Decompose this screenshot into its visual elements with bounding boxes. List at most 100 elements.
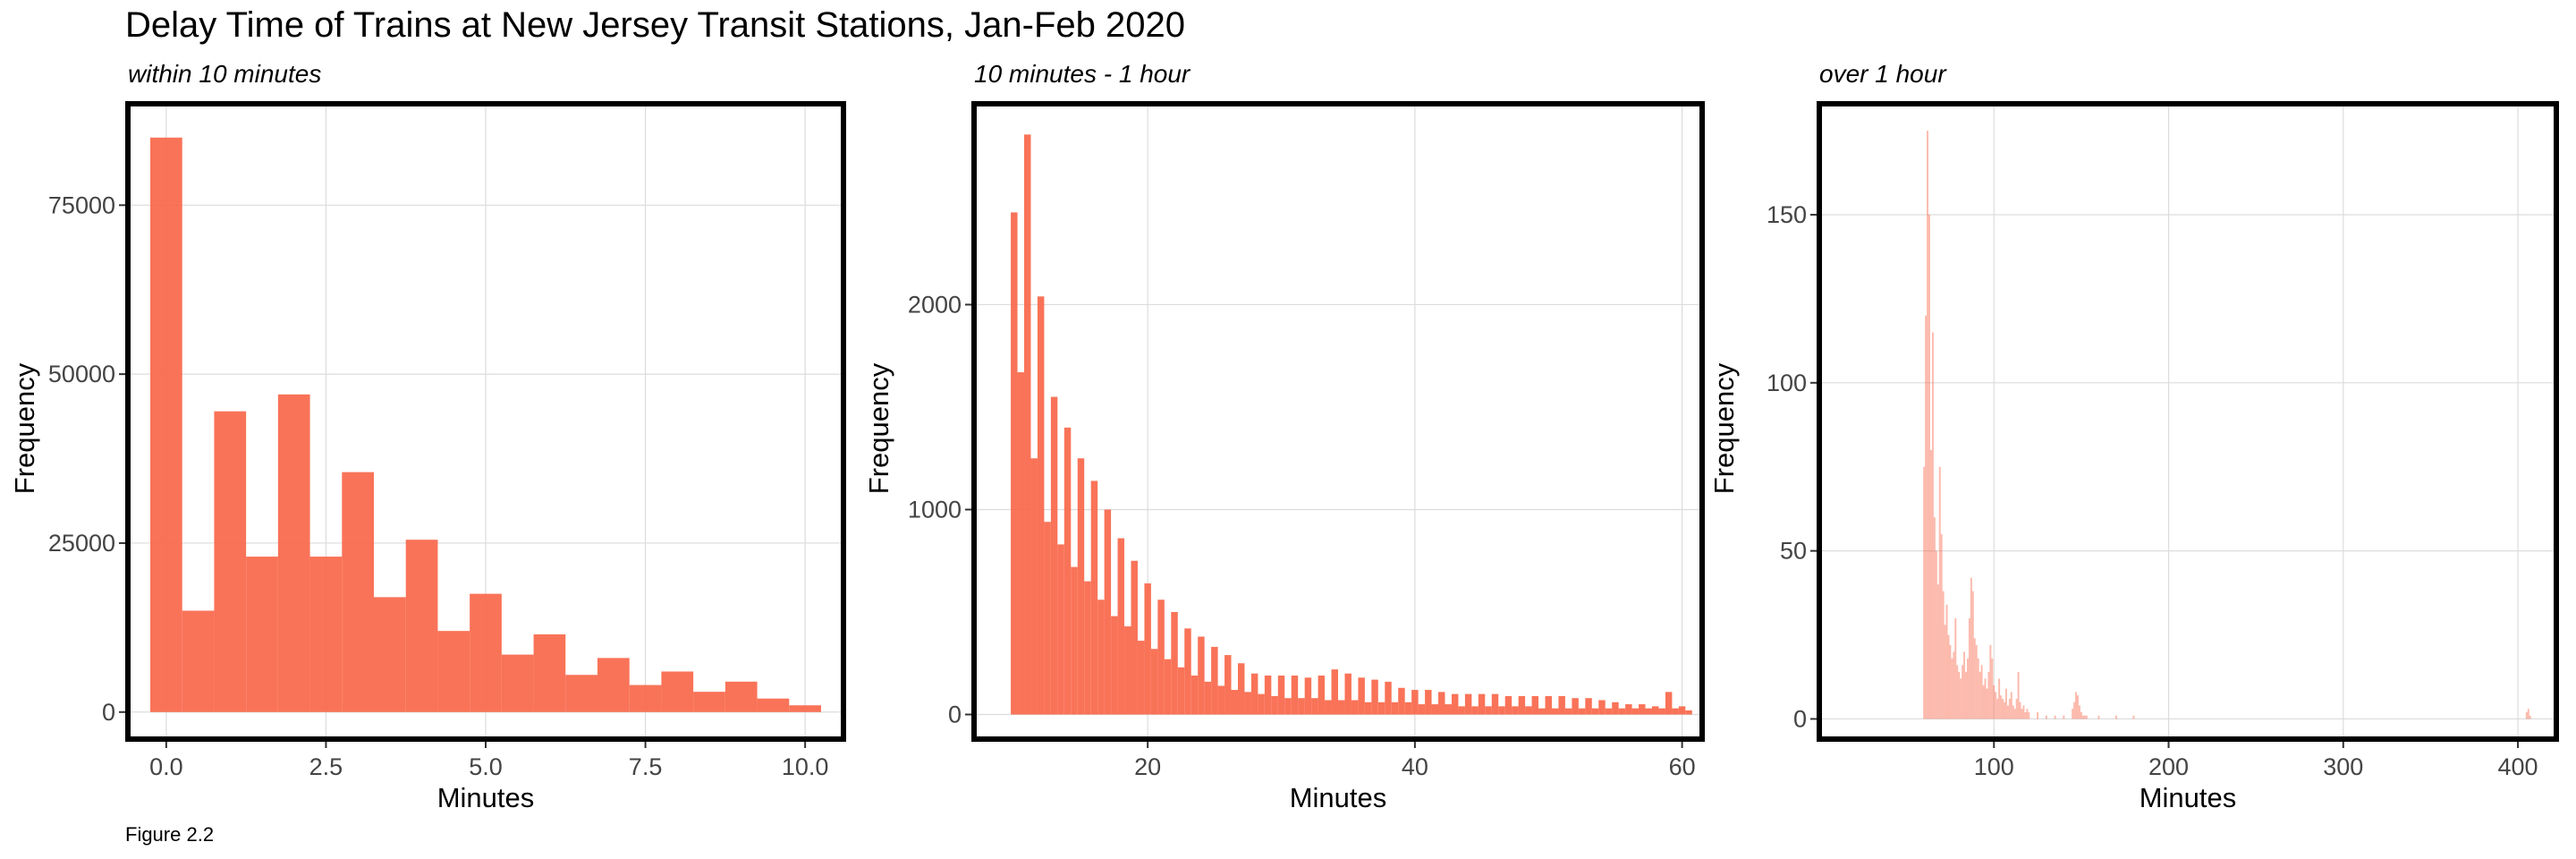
chart-2-bar (1418, 704, 1426, 715)
chart-2-bar (1084, 581, 1091, 715)
chart-2-bar (1338, 700, 1345, 715)
chart-3-bar (1971, 591, 1974, 719)
chart-2-bar (1017, 372, 1025, 715)
chart-2-bar (1471, 706, 1479, 715)
chart-2-bar (1425, 690, 1432, 715)
chart-2-bar (1291, 676, 1299, 715)
chart-3-bar (2080, 711, 2082, 719)
chart-3-bar (1968, 617, 1970, 719)
chart-2-bar (1558, 695, 1565, 715)
chart-2-bar (1264, 676, 1272, 715)
chart-1-y-tick-label: 75000 (48, 191, 115, 218)
chart-1-y-tick-label: 0 (102, 699, 115, 726)
chart-2-bar (1344, 673, 1352, 715)
chart-2-bar (1231, 690, 1238, 715)
chart-2-bar (1164, 659, 1172, 715)
chart-3-bar (1960, 678, 1962, 719)
chart-3-bar (1975, 644, 1978, 719)
chart-2-bar (1237, 663, 1245, 715)
chart-2-bar (1124, 626, 1131, 715)
chart-2-x-tick-label: 40 (1402, 753, 1428, 780)
chart-2-bar (1063, 427, 1072, 715)
chart-2-x-tick-label: 20 (1134, 753, 1161, 780)
chart-1-x-tick-label: 5.0 (469, 753, 503, 780)
chart-2-subtitle: 10 minutes - 1 hour (974, 60, 1191, 88)
chart-3-x-tick-label: 400 (2498, 753, 2538, 780)
chart-1-x-tick-label: 7.5 (629, 753, 663, 780)
chart-2-bar (1331, 669, 1338, 715)
chart-1-bar (246, 557, 278, 712)
chart-2-bar (1250, 673, 1258, 715)
chart-3-frame (1817, 101, 2559, 742)
chart-2-bar (1198, 636, 1205, 715)
chart-2-bar (1177, 667, 1185, 715)
chart-3-bar (1965, 671, 1967, 719)
chart-3-bar (1933, 517, 1936, 719)
chart-2-bar (1277, 676, 1285, 715)
chart-2-bar (1364, 702, 1372, 715)
chart-1-y-axis-title: Frequency (9, 362, 40, 494)
chart-3-bar (1970, 577, 1972, 719)
chart-3-bar (2015, 698, 2018, 719)
chart-3-y-tick-label: 100 (1767, 370, 1807, 396)
chart-3-bar (1942, 591, 1945, 719)
chart-3-bar (2085, 715, 2088, 719)
chart-2-bar (1371, 679, 1378, 715)
chart-3-bar (1987, 671, 1990, 719)
chart-1-x-axis-title: Minutes (437, 782, 535, 813)
chart-3-bar (2037, 711, 2039, 719)
chart-2-bar (1037, 296, 1045, 715)
chart-2-bar (1097, 600, 1105, 715)
chart-1-bar (309, 557, 343, 712)
chart-3-bar (2077, 695, 2079, 719)
chart-1-frame (125, 101, 846, 742)
chart-3-bar (1953, 651, 1955, 719)
chart-2-bar (1438, 692, 1445, 715)
chart-2-bar (1117, 538, 1125, 715)
chart-2-bar (1398, 687, 1405, 715)
chart-3-x-tick-label: 100 (1974, 753, 2014, 780)
chart-2-y-tick-label: 2000 (908, 291, 962, 318)
chart-2-bar (1631, 708, 1640, 715)
chart-3-bar (1936, 584, 1939, 719)
chart-2-bar (1351, 700, 1359, 715)
chart-1-bar (342, 472, 374, 712)
chart-2-bar (1150, 649, 1158, 715)
chart-2-bar (1044, 522, 1051, 715)
chart-3-bar (1991, 658, 1994, 719)
chart-3-subtitle: over 1 hour (1819, 60, 1947, 88)
chart-2-bar (1639, 704, 1646, 715)
chart-2-bar (1512, 706, 1519, 715)
chart-3-bar (2054, 715, 2056, 719)
chart-2-frame (971, 101, 1705, 742)
chart-2-bar (1431, 704, 1439, 715)
chart-3-bar (2008, 698, 2011, 719)
chart-1-bar (437, 631, 470, 712)
chart-3-bar (1956, 665, 1959, 719)
chart-3-bar (1982, 685, 1985, 719)
chart-2-bar (1672, 708, 1679, 715)
chart-2-bar (1077, 458, 1085, 715)
chart-2-bar (1258, 693, 1265, 715)
chart-3-bar (1977, 658, 1979, 719)
figure-title: Delay Time of Trains at New Jersey Trans… (125, 5, 1185, 45)
chart-3-bar (2017, 671, 2020, 719)
chart-3-bar (1927, 131, 1929, 719)
chart-3-bar (2006, 705, 2009, 719)
chart-3-bar (2045, 715, 2047, 719)
chart-1-bar (693, 692, 725, 712)
chart-2-bar (1385, 681, 1392, 715)
chart-2-bar (1204, 681, 1212, 715)
chart-2-bar (1651, 706, 1659, 715)
chart-3-bar (2083, 715, 2086, 719)
chart-2-bar (1377, 702, 1385, 715)
chart-2-bar (1184, 628, 1191, 715)
chart-2-bar (1404, 702, 1412, 715)
chart-3-bar (1989, 644, 1992, 719)
chart-3-bar (2022, 705, 2025, 719)
chart-2-bar (1224, 655, 1232, 715)
chart-3-bar (2028, 711, 2030, 719)
chart-2-bar (1090, 481, 1098, 715)
chart-3-x-tick-label: 300 (2323, 753, 2363, 780)
chart-2-bar (1271, 695, 1278, 715)
